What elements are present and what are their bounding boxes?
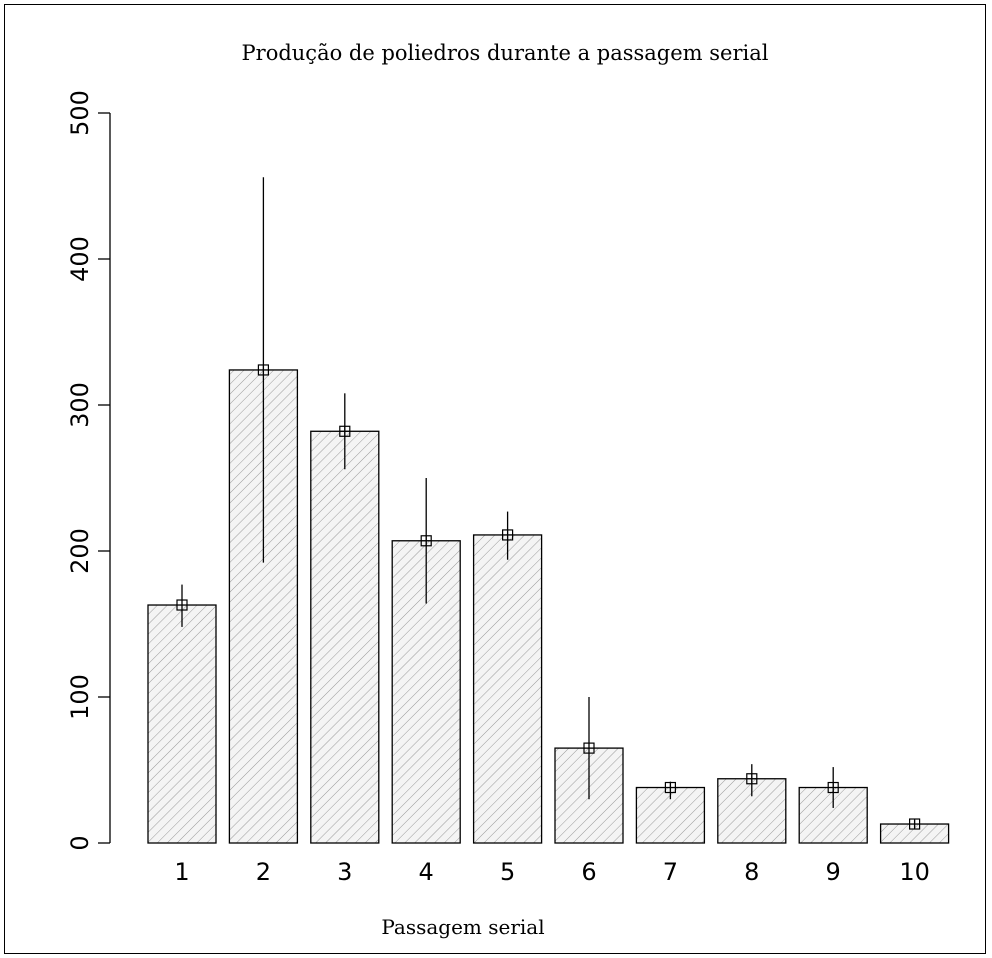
bar xyxy=(472,534,543,844)
x-tick-label: 3 xyxy=(337,858,352,886)
x-tick-label: 5 xyxy=(500,858,515,886)
bar xyxy=(147,604,217,844)
point-markers-group xyxy=(176,364,921,830)
y-tick-label: 100 xyxy=(66,674,94,720)
x-tick-label: 4 xyxy=(419,858,434,886)
x-tick-label: 8 xyxy=(744,858,759,886)
x-tick-label: 10 xyxy=(899,858,930,886)
x-tick-label: 1 xyxy=(174,858,189,886)
bar xyxy=(310,430,380,844)
x-axis-tick-labels: 1 2 3 4 5 6 7 8 9 10 xyxy=(174,858,930,886)
y-tick-label: 500 xyxy=(66,90,94,136)
x-tick-label: 2 xyxy=(256,858,271,886)
x-axis-label: Passagem serial xyxy=(381,915,544,939)
y-tick-label: 400 xyxy=(66,236,94,282)
y-tick-label: 0 xyxy=(66,835,94,850)
x-tick-label: 9 xyxy=(826,858,841,886)
y-axis-ticks: 0 100 200 300 400 500 xyxy=(66,90,110,851)
x-tick-label: 7 xyxy=(663,858,678,886)
bar xyxy=(798,786,868,844)
chart-title: Produção de poliedros durante a passagem… xyxy=(242,41,769,65)
x-tick-label: 6 xyxy=(581,858,596,886)
y-tick-label: 300 xyxy=(66,382,94,428)
bars-group xyxy=(147,369,950,844)
y-tick-label: 200 xyxy=(66,528,94,574)
